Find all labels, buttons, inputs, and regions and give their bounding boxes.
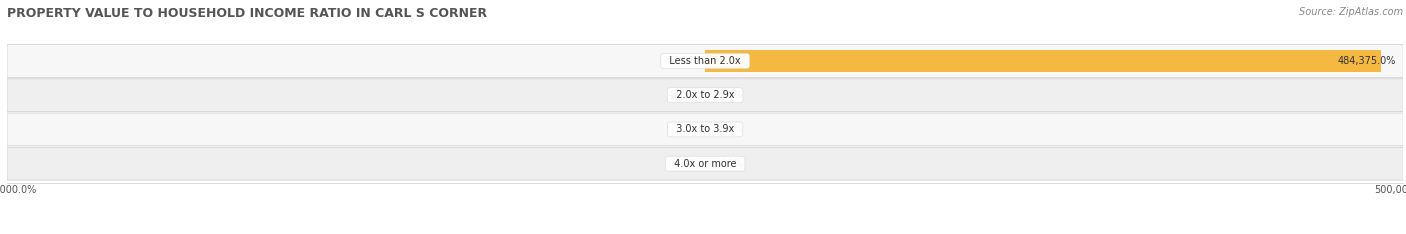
Text: 2.6%: 2.6% — [673, 159, 699, 169]
Text: 52.0%: 52.0% — [668, 56, 697, 66]
FancyBboxPatch shape — [7, 113, 1403, 146]
Text: 25.0%: 25.0% — [711, 124, 742, 135]
Text: 4.0x or more: 4.0x or more — [668, 159, 742, 169]
FancyBboxPatch shape — [7, 79, 1403, 112]
Text: PROPERTY VALUE TO HOUSEHOLD INCOME RATIO IN CARL S CORNER: PROPERTY VALUE TO HOUSEHOLD INCOME RATIO… — [7, 7, 486, 20]
Bar — [706, 50, 1381, 72]
Text: 0.0%: 0.0% — [718, 159, 744, 169]
Text: 484,375.0%: 484,375.0% — [1339, 56, 1396, 66]
FancyBboxPatch shape — [7, 44, 1403, 77]
FancyBboxPatch shape — [7, 147, 1403, 180]
Text: Source: ZipAtlas.com: Source: ZipAtlas.com — [1299, 7, 1403, 17]
Text: 42.9%: 42.9% — [668, 90, 697, 100]
Text: 75.0%: 75.0% — [713, 90, 742, 100]
Text: Less than 2.0x: Less than 2.0x — [664, 56, 747, 66]
Text: 1.3%: 1.3% — [673, 124, 699, 135]
Text: 2.0x to 2.9x: 2.0x to 2.9x — [669, 90, 741, 100]
Text: 3.0x to 3.9x: 3.0x to 3.9x — [669, 124, 741, 135]
